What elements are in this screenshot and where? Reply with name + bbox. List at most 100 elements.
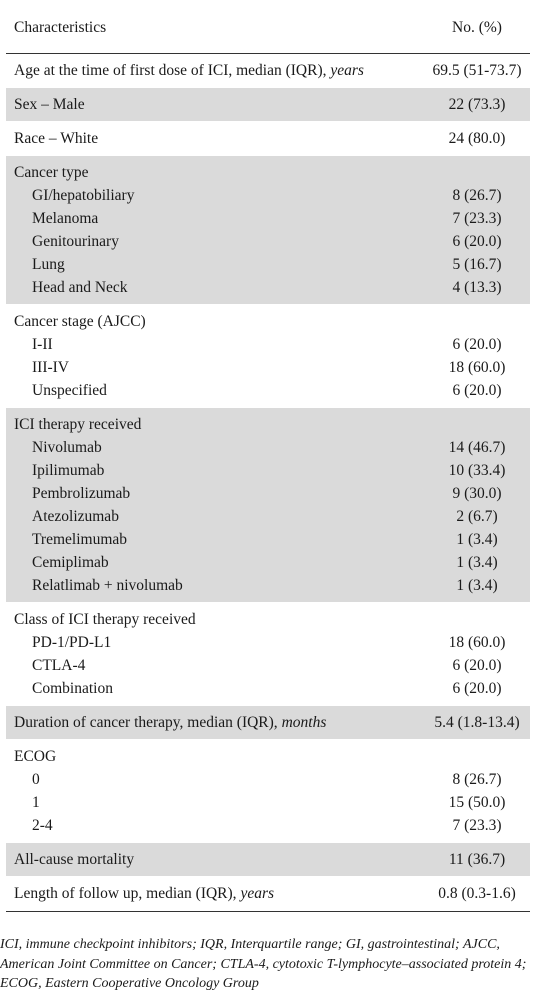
sex-group: Sex – Male 22 (73.3) [6,87,530,122]
group-label: Cancer stage (AJCC) [14,313,146,330]
table-row: Length of follow up, median (IQR), years… [6,876,530,912]
age-group: Age at the time of first dose of ICI, me… [6,53,530,88]
row-value: 1 (3.4) [424,574,530,603]
table-row: Unspecified 6 (20.0) [6,379,530,408]
followup-group: Length of follow up, median (IQR), years… [6,876,530,912]
row-value: 10 (33.4) [424,459,530,482]
table-row: I-II 6 (20.0) [6,333,530,356]
table-row: Ipilimumab 10 (33.4) [6,459,530,482]
row-label: Cemiplimab [6,551,424,574]
group-label: Cancer type [6,155,424,184]
row-label: 2-4 [32,817,53,834]
row-label: I-II [32,336,53,353]
row-value: 7 (23.3) [424,207,530,230]
row-value: 9 (30.0) [424,482,530,505]
row-label: CTLA-4 [32,657,86,674]
row-label: Sex – Male [6,87,424,122]
table-row: Cancer stage (AJCC) [6,305,530,334]
row-label: All-cause mortality [6,842,424,877]
row-value: 0.8 (0.3-1.6) [424,876,530,912]
table-row: ICI therapy received [6,407,530,436]
table-row: Duration of cancer therapy, median (IQR)… [6,705,530,740]
row-label: PD-1/PD-L1 [32,634,112,651]
row-value: 8 (26.7) [424,184,530,207]
group-label: Class of ICI therapy received [14,611,196,628]
row-value: 5 (16.7) [424,253,530,276]
followup-label-cell: Length of follow up, median (IQR), years [6,876,424,912]
row-value: 18 (60.0) [448,634,506,651]
table-row: Combination 6 (20.0) [6,677,530,706]
table-row: PD-1/PD-L1 18 (60.0) [6,631,530,654]
table-row: Pembrolizumab 9 (30.0) [6,482,530,505]
row-label: Tremelimumab [6,528,424,551]
table-row: Cancer type [6,155,530,184]
table-row: Head and Neck 4 (13.3) [6,276,530,305]
row-value: 5.4 (1.8-13.4) [424,705,530,740]
row-value: 15 (50.0) [448,794,506,811]
row-unit: years [240,885,275,902]
row-value: 8 (26.7) [452,771,502,788]
class-group: Class of ICI therapy received PD-1/PD-L1… [6,602,530,706]
therapy-group: ICI therapy received Nivolumab 14 (46.7) … [6,407,530,603]
row-unit: years [330,62,364,79]
duration-group: Duration of cancer therapy, median (IQR)… [6,705,530,740]
table-row: Melanoma 7 (23.3) [6,207,530,230]
row-unit: months [281,714,327,731]
row-value: 6 (20.0) [452,336,502,353]
row-label: Atezolizumab [6,505,424,528]
row-value: 4 (13.3) [424,276,530,305]
row-label: Head and Neck [6,276,424,305]
row-label: Nivolumab [6,436,424,459]
row-value: 1 (3.4) [424,528,530,551]
table-row: Atezolizumab 2 (6.7) [6,505,530,528]
row-label: Combination [32,680,113,697]
table-row: Nivolumab 14 (46.7) [6,436,530,459]
row-value: 1 (3.4) [424,551,530,574]
table-row: ECOG [6,740,530,769]
table-row: Race – White 24 (80.0) [6,122,530,156]
table-row: III-IV 18 (60.0) [6,356,530,379]
table-row: Lung 5 (16.7) [6,253,530,276]
group-label: ECOG [14,748,57,765]
header-characteristics: Characteristics [6,6,424,54]
table-row: Sex – Male 22 (73.3) [6,87,530,122]
row-value: 7 (23.3) [452,817,502,834]
table-row: Cemiplimab 1 (3.4) [6,551,530,574]
row-label: Duration of cancer therapy, median (IQR)… [14,714,278,731]
mortality-group: All-cause mortality 11 (36.7) [6,842,530,877]
table-row: Class of ICI therapy received [6,603,530,632]
row-value: 22 (73.3) [424,87,530,122]
row-value: 2 (6.7) [424,505,530,528]
row-value: 18 (60.0) [448,359,506,376]
row-label: Genitourinary [6,230,424,253]
row-label: Lung [6,253,424,276]
table-row: Tremelimumab 1 (3.4) [6,528,530,551]
row-label: Unspecified [32,382,107,399]
row-label: Pembrolizumab [6,482,424,505]
characteristics-table: Characteristics No. (%) Age at the time … [6,6,530,912]
row-label: 0 [32,771,40,788]
row-value: 24 (80.0) [448,130,506,147]
row-value: 6 (20.0) [424,230,530,253]
table-row: Age at the time of first dose of ICI, me… [6,54,530,88]
table-row: 0 8 (26.7) [6,768,530,791]
race-group: Race – White 24 (80.0) [6,121,530,156]
row-label: Ipilimumab [6,459,424,482]
table-row: CTLA-4 6 (20.0) [6,654,530,677]
table-row: Relatlimab + nivolumab 1 (3.4) [6,574,530,603]
table-row: GI/hepatobiliary 8 (26.7) [6,184,530,207]
header-count: No. (%) [424,6,530,54]
table-row: 1 15 (50.0) [6,791,530,814]
row-value: 6 (20.0) [452,680,502,697]
row-value: 6 (20.0) [452,382,502,399]
ecog-group: ECOG 0 8 (26.7) 1 15 (50.0) 2-4 7 (23.3) [6,739,530,843]
cancer-type-group: Cancer type GI/hepatobiliary 8 (26.7) Mel… [6,155,530,305]
table-footnote: ICI, immune checkpoint inhibitors; IQR, … [0,937,527,991]
row-label: Relatlimab + nivolumab [6,574,424,603]
row-value: 14 (46.7) [424,436,530,459]
row-value: 11 (36.7) [424,842,530,877]
header-row: Characteristics No. (%) [6,6,530,54]
age-label-cell: Age at the time of first dose of ICI, me… [6,54,424,88]
row-label: Length of follow up, median (IQR), [14,885,237,902]
